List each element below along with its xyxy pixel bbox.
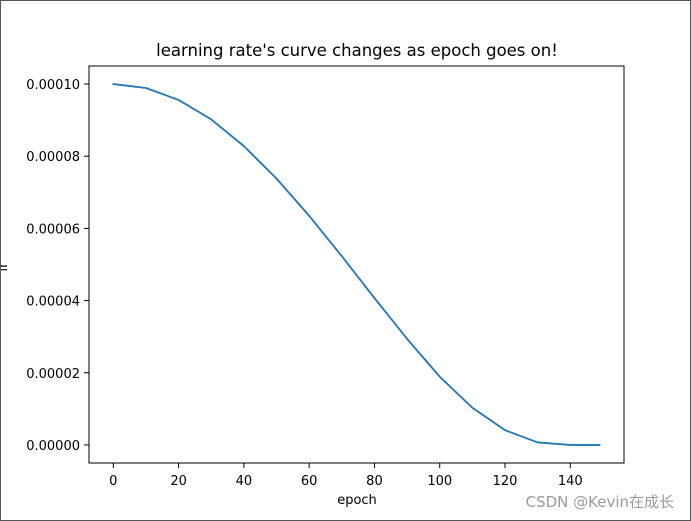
x-tick-label: 100 xyxy=(427,474,452,489)
x-tick-label: 0 xyxy=(109,474,117,489)
y-tick-label: 0.00006 xyxy=(26,222,80,237)
y-axis-label: lr xyxy=(1,262,11,272)
y-tick-label: 0.00002 xyxy=(26,367,80,382)
plot-layer: 0 20 40 60 80 100 120 140 0.00000 0.00002 0.00004 0… xyxy=(26,78,601,489)
watermark: CSDN @Kevin在成长 xyxy=(525,493,674,511)
x-tick-label: 40 xyxy=(236,474,253,489)
series-line-0 xyxy=(112,83,601,446)
y-tick-label: 0.00004 xyxy=(26,295,80,310)
x-axis-label: epoch xyxy=(337,493,377,508)
x-tick-label: 80 xyxy=(366,474,383,489)
x-tick-label: 140 xyxy=(558,474,583,489)
x-tick-label: 120 xyxy=(493,474,518,489)
x-tick-label: 20 xyxy=(170,474,187,489)
y-tick-label: 0.00000 xyxy=(26,439,80,454)
x-tick-label: 60 xyxy=(301,474,318,489)
plot-area xyxy=(88,65,625,464)
chart-title: learning rate's curve changes as epoch g… xyxy=(156,41,558,60)
y-tick-label: 0.00010 xyxy=(26,78,80,93)
y-tick-label: 0.00008 xyxy=(26,150,80,165)
